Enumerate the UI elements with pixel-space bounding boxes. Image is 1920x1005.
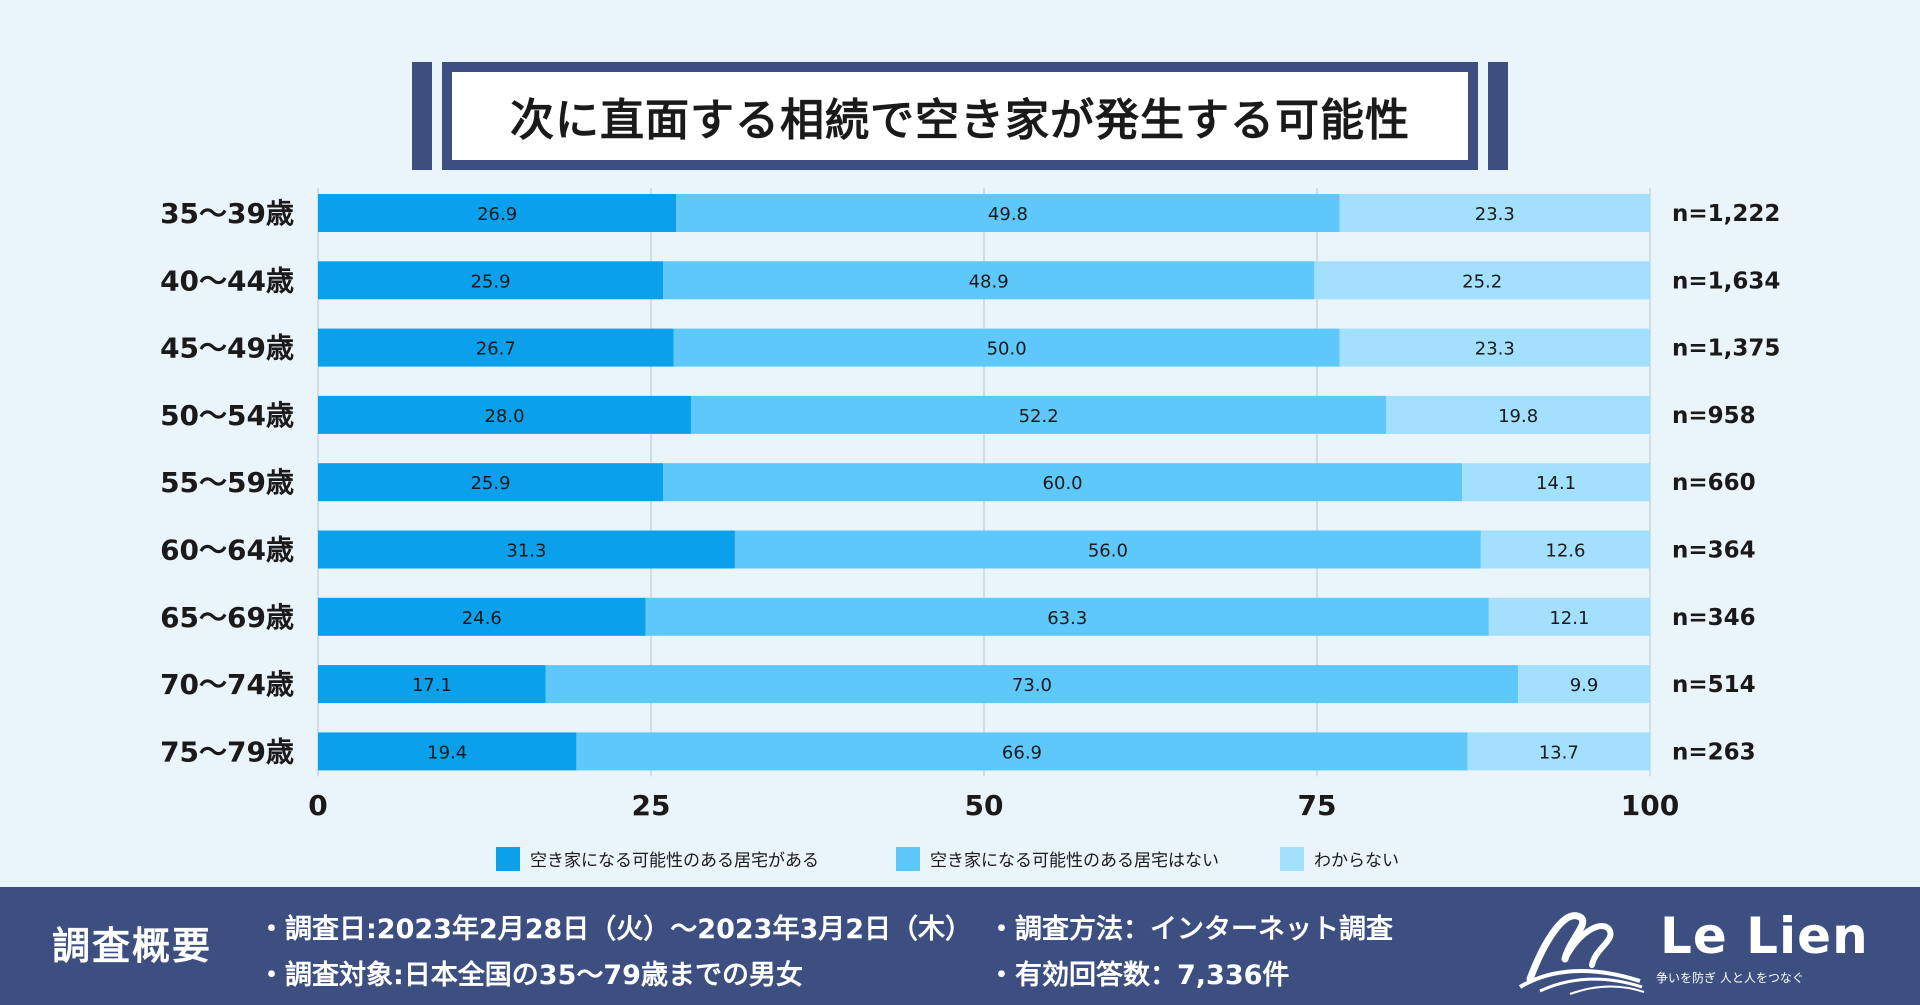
data-label: 14.1 [1536,473,1576,494]
bar-segment [545,665,1519,704]
data-label: 13.7 [1539,742,1579,763]
bar-segment [734,530,1481,569]
legend-label: 空き家になる可能性のある居宅はない [930,851,1219,871]
legend-label: わからない [1314,851,1399,871]
bar-segment [318,395,691,434]
x-tick-label: 75 [1298,789,1337,822]
bar-segment [1467,732,1650,771]
bar-segment [1386,395,1650,434]
chart-title: 次に直面する相続で空き家が発生する可能性 [452,72,1468,160]
data-label: 25.9 [470,271,510,292]
bar-segment [318,597,646,636]
data-label: 17.1 [412,675,452,696]
sample-size-label: n=263 [1672,739,1756,765]
data-label: 23.3 [1475,339,1515,360]
bar-segment [318,665,546,704]
sample-size-label: n=958 [1672,403,1756,429]
bar-segment [690,395,1387,434]
title-bar-left [412,62,432,170]
data-label: 66.9 [1002,742,1042,763]
category-label: 65～69歳 [160,601,294,634]
stacked-bar-chart: 35～39歳 26.9 49.8 23.3 n=1,222 40～44歳 25.9 48.9 2… [160,188,1780,871]
survey-date: ・調査日:2023年2月28日（火）～2023年3月2日（木） [258,914,973,945]
wave-logo-icon [1518,912,1645,995]
sample-size-label: n=1,634 [1672,268,1780,294]
sample-size-label: n=660 [1672,470,1756,496]
bar-segment [645,597,1489,636]
legend-swatch [1280,847,1304,871]
bar-segment [318,261,663,300]
bar-segment [318,194,677,232]
data-label: 23.3 [1475,204,1515,225]
data-label: 26.7 [476,339,516,360]
data-label: 49.8 [988,204,1028,225]
survey-method: ・調査方法：インターネット調査 [988,914,1393,945]
data-label: 19.4 [427,742,467,763]
data-label: 60.0 [1043,473,1083,494]
bar-segment [662,463,1463,502]
data-label: 19.8 [1498,406,1538,427]
sample-size-label: n=346 [1672,605,1756,631]
category-label: 70～74歳 [160,668,294,701]
x-tick-label: 25 [632,789,671,822]
x-tick-label: 100 [1621,789,1679,822]
data-label: 24.6 [462,608,502,629]
category-label: 35～39歳 [160,197,294,230]
x-tick-label: 50 [965,789,1004,822]
data-label: 25.9 [470,473,510,494]
sample-size-label: n=364 [1672,538,1756,564]
lelien-logo: Le Lien 争いを防ぎ 人と人をつなぐ [1510,899,1890,995]
title-bar-right [1488,62,1508,170]
bar-segment [576,732,1468,771]
bar-segment [318,530,735,569]
bar-segment [318,463,663,502]
sample-size-label: n=1,375 [1672,336,1780,362]
bar-segment [1462,463,1650,502]
bar-segment [1314,261,1650,300]
legend-swatch [496,847,520,871]
category-label: 60～64歳 [160,534,294,567]
category-label: 55～59歳 [160,466,294,499]
data-label: 28.0 [484,406,524,427]
bar-segment [1339,194,1650,232]
bar-segment [662,261,1315,300]
survey-summary-label: 調査概要 [52,924,213,968]
category-label: 45～49歳 [160,332,294,365]
sample-size-label: n=514 [1672,672,1756,698]
logo-tagline: 争いを防ぎ 人と人をつなぐ [1656,971,1804,985]
bar-segment [318,328,674,367]
bar-segment [673,328,1340,367]
bar-segment [1518,665,1650,704]
bar-segment [1339,328,1650,367]
x-tick-label: 0 [308,789,327,822]
title-box: 次に直面する相続で空き家が発生する可能性 [442,62,1478,170]
bar-segment [318,732,577,771]
category-label: 75～79歳 [160,735,294,768]
category-label: 50～54歳 [160,399,294,432]
bar-segment [1488,597,1650,636]
survey-target: ・調査対象:日本全国の35～79歳までの男女 [258,960,803,991]
data-label: 26.9 [477,204,517,225]
logo-name: Le Lien [1660,907,1869,965]
data-label: 9.9 [1570,675,1599,696]
data-label: 12.1 [1549,608,1589,629]
data-label: 48.9 [969,271,1009,292]
title-banner: 次に直面する相続で空き家が発生する可能性 [412,62,1508,170]
survey-footer: 調査概要 ・調査日:2023年2月28日（火）～2023年3月2日（木） ・調査… [0,887,1920,1005]
legend-swatch [896,847,920,871]
data-label: 12.6 [1545,541,1585,562]
survey-count: ・有効回答数：7,336件 [988,960,1290,991]
legend-label: 空き家になる可能性のある居宅がある [530,851,819,871]
data-label: 56.0 [1088,541,1128,562]
data-label: 50.0 [987,339,1027,360]
bar-segment [676,194,1340,232]
data-label: 31.3 [506,541,546,562]
data-label: 63.3 [1047,608,1087,629]
sample-size-label: n=1,222 [1672,201,1780,227]
bar-segment [1480,530,1650,569]
data-label: 25.2 [1462,271,1502,292]
data-label: 73.0 [1012,675,1052,696]
data-label: 52.2 [1019,406,1059,427]
category-label: 40～44歳 [160,264,294,297]
